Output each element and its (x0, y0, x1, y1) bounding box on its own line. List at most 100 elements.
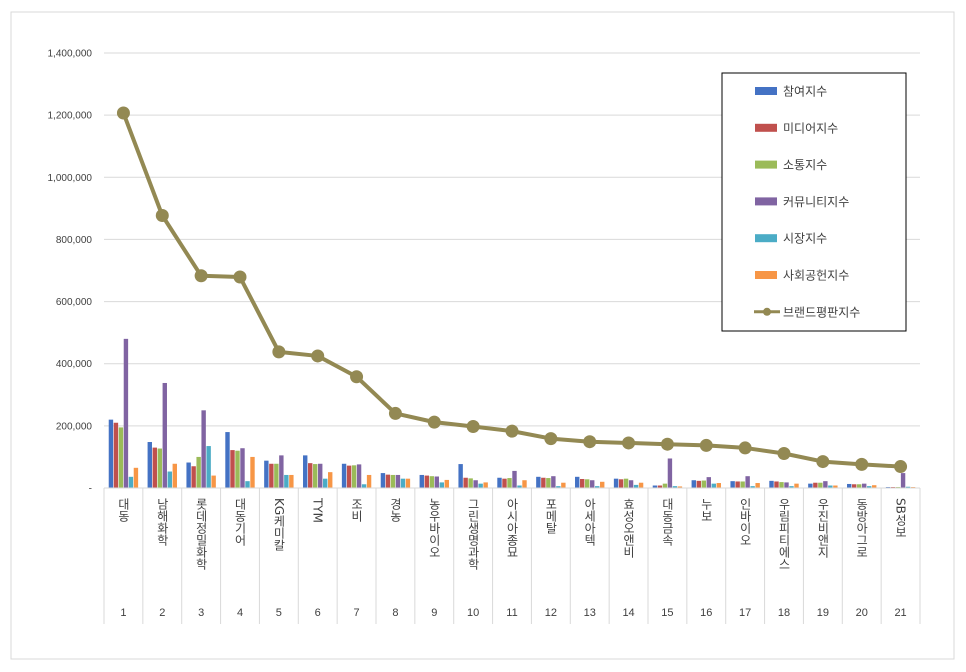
bar (274, 463, 279, 488)
bar (118, 427, 124, 488)
category-label: 조비 (350, 498, 364, 522)
bar (385, 474, 391, 488)
line-point (388, 406, 402, 420)
bar (857, 484, 862, 488)
bar (672, 486, 678, 488)
bar (235, 450, 240, 488)
line-point (816, 455, 830, 469)
bar (162, 382, 167, 488)
line-point (505, 424, 519, 438)
line-point (622, 436, 636, 450)
bar (463, 477, 468, 488)
bar (191, 466, 196, 488)
legend-label: 참여지수 (783, 85, 827, 99)
bar (556, 486, 561, 488)
rank-label: 15 (661, 607, 673, 619)
bar (784, 482, 789, 488)
bar (211, 475, 216, 488)
category-label: 대동기어 (233, 498, 247, 546)
bar (711, 483, 716, 488)
legend-swatch (755, 160, 777, 169)
category-label: 롯데정밀화학 (194, 498, 208, 570)
bar (245, 481, 250, 488)
bar (541, 477, 546, 488)
bar (590, 480, 595, 488)
bar (303, 455, 308, 488)
bar (740, 481, 745, 488)
line-point (466, 419, 480, 433)
bar (701, 480, 706, 488)
category-label: 우진비앤지 (816, 498, 830, 558)
bar (269, 463, 274, 488)
category-label: KG케미칼 (272, 498, 286, 551)
bar (750, 486, 755, 488)
rank-label: 6 (315, 607, 321, 619)
legend-label: 시장지수 (783, 232, 827, 246)
bar (502, 478, 507, 488)
line-point (155, 209, 169, 223)
legend-line-marker (763, 307, 771, 316)
bar (313, 464, 318, 488)
bar (123, 338, 129, 488)
bar (128, 476, 134, 488)
category-label: 남해화학 (155, 498, 169, 546)
bar (507, 478, 512, 488)
bar (517, 485, 522, 488)
bar (279, 455, 284, 488)
legend-label: 소통지수 (783, 158, 827, 172)
legend-swatch (755, 197, 777, 206)
bar (818, 482, 823, 488)
y-tick-label: - (89, 484, 92, 495)
category-label: 우림피티에스 (777, 498, 791, 570)
bar (424, 475, 429, 488)
bar (522, 480, 527, 488)
bar (536, 476, 541, 488)
rank-label: 1 (120, 607, 126, 619)
rank-label: 17 (739, 607, 751, 619)
bar (167, 471, 172, 488)
y-tick-label: 1,000,000 (48, 173, 93, 184)
bar (497, 477, 502, 488)
line-point (194, 269, 208, 283)
rank-label: 10 (467, 607, 479, 619)
bar (133, 467, 139, 488)
bar (250, 456, 255, 488)
rank-label: 16 (700, 607, 712, 619)
rank-label: 3 (198, 607, 204, 619)
rank-label: 7 (354, 607, 360, 619)
bar (623, 478, 629, 488)
legend-label: 브랜드평판지수 (783, 305, 860, 319)
category-label: 아시아종묘 (505, 498, 519, 558)
bar (284, 474, 289, 488)
bar (823, 481, 828, 488)
category-label: 효성오앤비 (622, 498, 636, 558)
bar (201, 410, 206, 488)
bar (900, 473, 906, 488)
y-tick-label: 400,000 (56, 359, 93, 370)
line-point (427, 415, 441, 429)
bar (808, 483, 813, 488)
bar (108, 419, 114, 488)
bar (905, 486, 911, 488)
bar (677, 486, 683, 488)
bar (444, 479, 449, 488)
bar (240, 448, 245, 488)
bar (206, 446, 211, 488)
y-tick-label: 600,000 (56, 297, 93, 308)
bar (225, 432, 230, 488)
rank-label: 14 (622, 607, 634, 619)
bar (833, 485, 838, 488)
line-point (777, 447, 791, 461)
bar (172, 463, 177, 488)
bar (468, 478, 473, 488)
bar (813, 482, 818, 488)
bar (735, 481, 740, 488)
bar (618, 479, 624, 488)
category-label: 인바이오 (738, 498, 752, 546)
bar (774, 481, 779, 488)
bar (769, 480, 774, 488)
bar (458, 464, 463, 488)
bar (439, 482, 444, 488)
bar (361, 484, 367, 488)
x-axis: 대동 1 남해화학 2 롯데정밀화학 3 대동기어 4 KG케미칼 5 TYM 6 조비 7 경농 8 농우바이… (103, 487, 921, 624)
